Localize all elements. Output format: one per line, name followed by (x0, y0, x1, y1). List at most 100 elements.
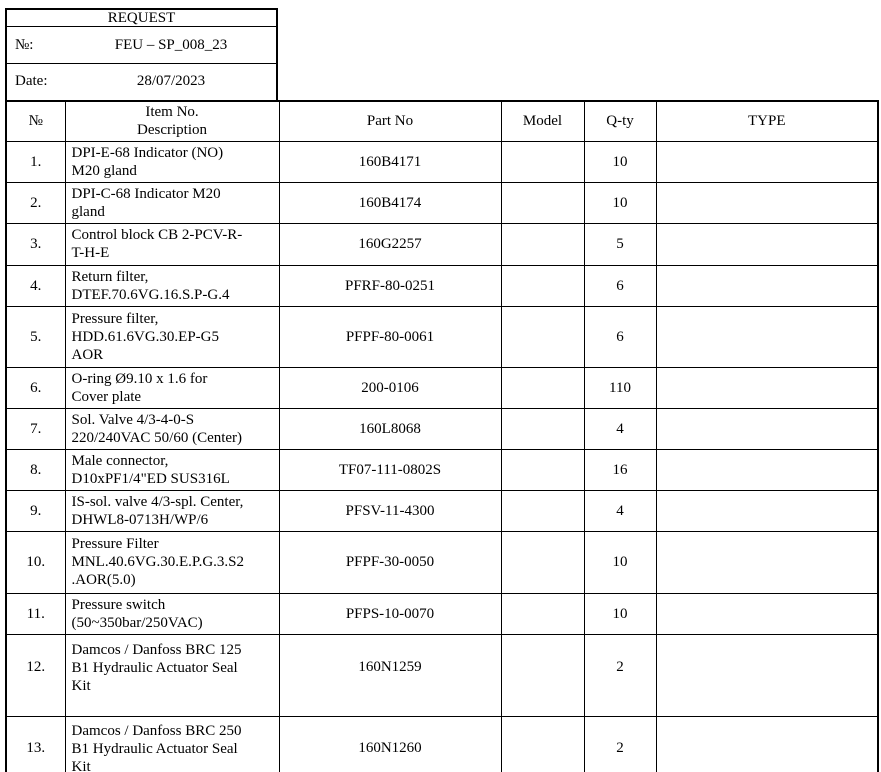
table-row: 8. Male connector, D10xPF1/4"ED SUS316L … (5, 448, 879, 491)
table-row: 6. O-ring Ø9.10 x 1.6 for Cover plate 20… (5, 366, 879, 409)
cell-qty: 6 (583, 264, 657, 307)
cell-part-no: 160G2257 (278, 222, 502, 266)
cell-type (655, 448, 879, 491)
table-row: 7. Sol. Valve 4/3-4-0-S 220/240VAC 50/60… (5, 407, 879, 450)
cell-qty: 10 (583, 181, 657, 224)
cell-no: 13. (5, 715, 66, 772)
cell-model (500, 407, 585, 450)
cell-type (655, 366, 879, 409)
cell-no: 2. (5, 181, 66, 224)
cell-part-no: 160L8068 (278, 407, 502, 450)
cell-no: 7. (5, 407, 66, 450)
table-row: 4. Return filter, DTEF.70.6VG.16.S.P-G.4… (5, 264, 879, 307)
cell-model (500, 489, 585, 532)
cell-description: Control block CB 2-PCV-R- T-H-E (64, 222, 280, 266)
table-row: 10. Pressure Filter MNL.40.6VG.30.E.P.G.… (5, 530, 879, 594)
table-row: 1. DPI-E-68 Indicator (NO) M20 gland 160… (5, 140, 879, 183)
request-title: REQUEST (7, 10, 276, 27)
request-date-label: Date: (15, 72, 48, 89)
cell-type (655, 592, 879, 635)
table-row: 12. Damcos / Danfoss BRC 125 B1 Hydrauli… (5, 633, 879, 717)
cell-type (655, 530, 879, 594)
cell-model (500, 448, 585, 491)
cell-part-no: PFPF-30-0050 (278, 530, 502, 594)
cell-qty: 4 (583, 407, 657, 450)
cell-part-no: TF07-111-0802S (278, 448, 502, 491)
request-date-value: 28/07/2023 (136, 72, 206, 89)
cell-no: 5. (5, 305, 66, 368)
cell-model (500, 140, 585, 183)
cell-part-no: PFPF-80-0061 (278, 305, 502, 368)
request-date-row: Date: 28/07/2023 (7, 64, 276, 98)
cell-part-no: 160B4171 (278, 140, 502, 183)
cell-type (655, 489, 879, 532)
cell-part-no: 160N1259 (278, 633, 502, 717)
header-part-no: Part No (278, 100, 502, 142)
cell-qty: 5 (583, 222, 657, 266)
cell-part-no: PFRF-80-0251 (278, 264, 502, 307)
cell-no: 9. (5, 489, 66, 532)
items-table-body: 1. DPI-E-68 Indicator (NO) M20 gland 160… (5, 140, 879, 772)
cell-model (500, 264, 585, 307)
items-table: № Item No. Description Part No Model Q-t… (5, 100, 879, 772)
cell-qty: 10 (583, 140, 657, 183)
cell-qty: 10 (583, 530, 657, 594)
cell-qty: 2 (583, 715, 657, 772)
request-number-label: №: (15, 36, 34, 53)
cell-description: IS-sol. valve 4/3-spl. Center, DHWL8-071… (64, 489, 280, 532)
cell-qty: 16 (583, 448, 657, 491)
cell-description: Pressure Filter MNL.40.6VG.30.E.P.G.3.S2… (64, 530, 280, 594)
cell-model (500, 181, 585, 224)
cell-no: 8. (5, 448, 66, 491)
cell-description: DPI-E-68 Indicator (NO) M20 gland (64, 140, 280, 183)
cell-qty: 2 (583, 633, 657, 717)
table-row: 13. Damcos / Danfoss BRC 250 B1 Hydrauli… (5, 715, 879, 772)
cell-no: 12. (5, 633, 66, 717)
cell-qty: 6 (583, 305, 657, 368)
cell-model (500, 715, 585, 772)
cell-qty: 10 (583, 592, 657, 635)
cell-no: 1. (5, 140, 66, 183)
cell-no: 11. (5, 592, 66, 635)
table-row: 3. Control block CB 2-PCV-R- T-H-E 160G2… (5, 222, 879, 266)
cell-description: DPI-C-68 Indicator M20 gland (64, 181, 280, 224)
header-description: Item No. Description (64, 100, 280, 142)
cell-model (500, 366, 585, 409)
cell-model (500, 222, 585, 266)
cell-description: Pressure filter, HDD.61.6VG.30.EP-G5 AOR (64, 305, 280, 368)
cell-part-no: PFPS-10-0070 (278, 592, 502, 635)
cell-model (500, 305, 585, 368)
cell-no: 4. (5, 264, 66, 307)
table-row: 2. DPI-C-68 Indicator M20 gland 160B4174… (5, 181, 879, 224)
cell-model (500, 530, 585, 594)
items-table-header: № Item No. Description Part No Model Q-t… (5, 100, 879, 142)
cell-no: 10. (5, 530, 66, 594)
header-row: № Item No. Description Part No Model Q-t… (5, 100, 879, 142)
cell-description: Damcos / Danfoss BRC 125 B1 Hydraulic Ac… (64, 633, 280, 717)
cell-model (500, 592, 585, 635)
cell-no: 3. (5, 222, 66, 266)
cell-type (655, 305, 879, 368)
cell-description: Pressure switch (50~350bar/250VAC) (64, 592, 280, 635)
cell-description: Sol. Valve 4/3-4-0-S 220/240VAC 50/60 (C… (64, 407, 280, 450)
cell-part-no: PFSV-11-4300 (278, 489, 502, 532)
cell-type (655, 140, 879, 183)
cell-type (655, 715, 879, 772)
cell-description: Damcos / Danfoss BRC 250 B1 Hydraulic Ac… (64, 715, 280, 772)
table-row: 9. IS-sol. valve 4/3-spl. Center, DHWL8-… (5, 489, 879, 532)
header-type: TYPE (655, 100, 879, 142)
cell-description: Return filter, DTEF.70.6VG.16.S.P-G.4 (64, 264, 280, 307)
request-number-value: FEU – SP_008_23 (114, 36, 228, 53)
cell-qty: 4 (583, 489, 657, 532)
cell-part-no: 200-0106 (278, 366, 502, 409)
cell-type (655, 264, 879, 307)
cell-description: Male connector, D10xPF1/4"ED SUS316L (64, 448, 280, 491)
header-model: Model (500, 100, 585, 142)
cell-part-no: 160B4174 (278, 181, 502, 224)
cell-part-no: 160N1260 (278, 715, 502, 772)
header-qty: Q-ty (583, 100, 657, 142)
cell-type (655, 407, 879, 450)
header-no: № (5, 100, 66, 142)
request-number-row: №: FEU – SP_008_23 (7, 27, 276, 64)
